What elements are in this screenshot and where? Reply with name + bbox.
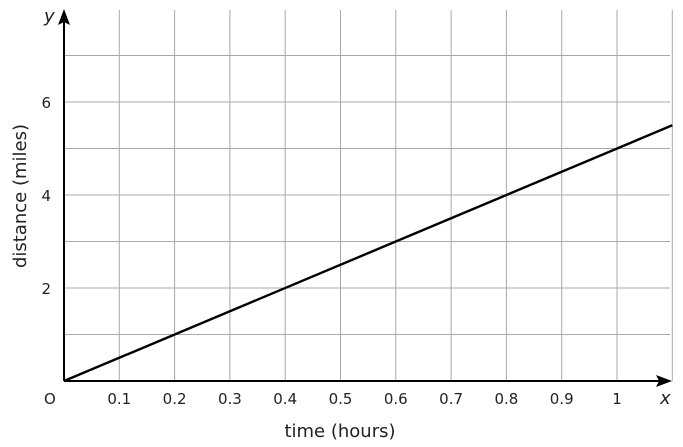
x-tick-label: 0.2 (163, 390, 187, 408)
x-tick-label: 0.8 (494, 390, 518, 408)
series-line (63, 124, 673, 383)
x-tick-label: 0.4 (273, 390, 297, 408)
x-tick-label: 0.6 (384, 390, 408, 408)
x-tick-label: 0.9 (550, 390, 574, 408)
x-axis-title: time (hours) (284, 421, 395, 442)
x-tick-label: 0.3 (218, 390, 242, 408)
x-tick-label: 1 (612, 390, 622, 408)
y-axis-title: distance (miles) (10, 124, 31, 268)
y-tick-label: 2 (41, 280, 51, 298)
axes (58, 9, 672, 387)
x-axis-variable: x (659, 388, 671, 409)
y-tick-label: 6 (41, 94, 51, 112)
y-tick-label: 4 (41, 187, 51, 205)
y-axis-variable: y (43, 6, 55, 27)
x-axis-arrow-icon (656, 375, 672, 387)
grid (64, 10, 673, 381)
y-axis-arrow-icon (58, 9, 70, 25)
x-tick-label: 0.5 (329, 390, 353, 408)
tick-labels: 0.1 0.2 0.3 0.4 0.5 0.6 0.7 0.8 0.9 1 2 4 6 (41, 94, 621, 408)
series-group (63, 124, 673, 383)
x-tick-label: 0.7 (439, 390, 463, 408)
x-tick-label: 0.1 (107, 390, 131, 408)
origin-label: O (44, 390, 56, 408)
